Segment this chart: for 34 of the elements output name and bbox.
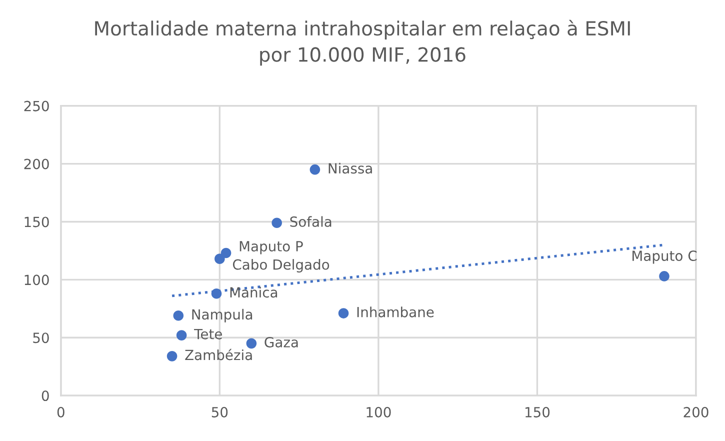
x-tick-label: 0 bbox=[57, 406, 64, 418]
data-label: Inhambane bbox=[357, 306, 434, 318]
y-tick-label: 100 bbox=[24, 274, 49, 286]
y-tick-label: 150 bbox=[24, 216, 49, 228]
y-tick-label: 0 bbox=[42, 390, 49, 402]
point bbox=[166, 351, 178, 362]
point bbox=[176, 330, 187, 340]
chart-title: Mortalidade materna intrahospitalar em relaçao à ESMI por 10.000 MIF, 2016 bbox=[95, 20, 630, 66]
y-tick-label: 50 bbox=[33, 332, 49, 344]
x-tick-label: 50 bbox=[212, 406, 228, 418]
data-label: Cabo Delgado bbox=[232, 259, 330, 272]
data-label: Maputo C bbox=[632, 250, 697, 264]
y-tick-label: 250 bbox=[24, 100, 49, 112]
point bbox=[272, 218, 282, 228]
data-label: Niassa bbox=[328, 162, 372, 174]
x-tick-label: 100 bbox=[366, 406, 391, 418]
point bbox=[211, 288, 222, 299]
point bbox=[220, 248, 232, 258]
point bbox=[173, 310, 184, 321]
y-tick-label: 200 bbox=[24, 158, 49, 170]
point bbox=[310, 164, 320, 175]
data-label: Nampula bbox=[192, 308, 252, 322]
data-label: Maputo P bbox=[240, 241, 303, 254]
data-label: Manica bbox=[230, 286, 278, 298]
x-tick-label: 200 bbox=[684, 406, 708, 418]
data-label: Zambézia bbox=[185, 348, 252, 360]
x-tick-label: 150 bbox=[525, 406, 550, 418]
point bbox=[214, 254, 225, 264]
point bbox=[338, 308, 349, 318]
data-label: Sofala bbox=[290, 216, 332, 227]
data-label: Tete bbox=[194, 329, 222, 340]
point bbox=[246, 338, 257, 349]
data-label: Gaza bbox=[264, 336, 298, 348]
point bbox=[659, 271, 670, 282]
